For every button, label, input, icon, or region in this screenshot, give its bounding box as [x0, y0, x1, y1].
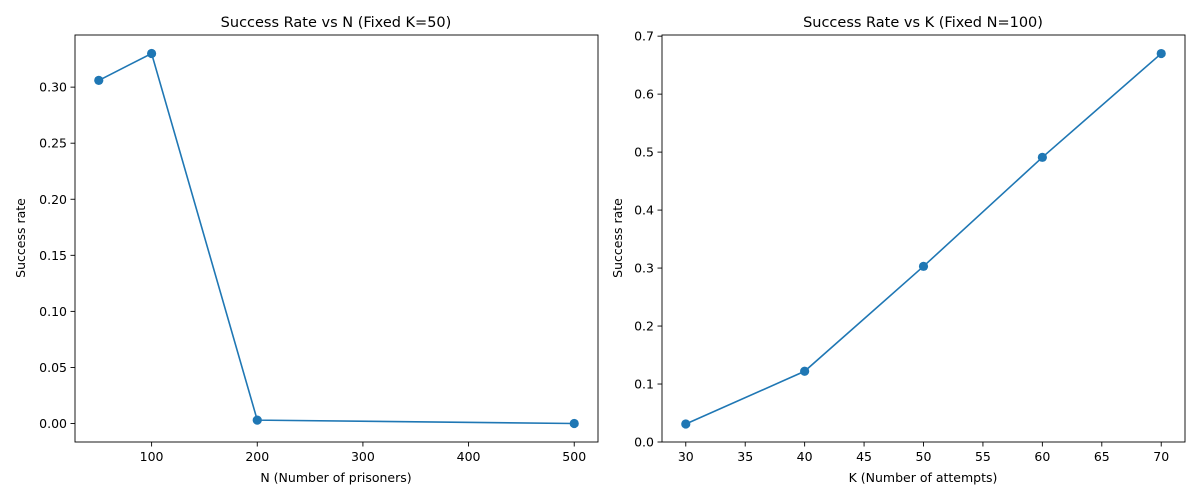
y-tick-label: 0.25 — [39, 136, 67, 151]
data-point — [569, 418, 579, 429]
x-tick-label: 45 — [856, 449, 872, 464]
x-axis-label: N (Number of prisoners) — [260, 470, 411, 485]
tick-group: 100 200 300 400 500 0.00 0.05 0.10 0.15 0.20 0.25 0… — [39, 80, 586, 464]
series-line — [98, 52, 575, 425]
x-tick-label: 200 — [245, 449, 269, 464]
y-tick-label: 0.20 — [39, 192, 67, 207]
chart-title: Success Rate vs N (Fixed K=50) — [221, 15, 452, 31]
x-tick-label: 70 — [1153, 449, 1169, 464]
chart-panel-k: Success Rate vs K (Fixed N=100) 30 35 40 45… — [610, 15, 1186, 485]
x-tick-label: 60 — [1034, 449, 1050, 464]
x-tick-label: 400 — [457, 449, 481, 464]
y-tick-label: 0.5 — [634, 145, 654, 160]
series-line — [685, 52, 1162, 425]
x-tick-label: 100 — [140, 449, 164, 464]
x-tick-label: 500 — [562, 449, 586, 464]
x-tick-label: 30 — [678, 449, 694, 464]
y-tick-label: 0.05 — [39, 360, 67, 375]
y-tick-label: 0.2 — [634, 319, 654, 334]
data-point — [681, 419, 691, 429]
series-points — [94, 48, 579, 429]
data-point — [1037, 152, 1047, 162]
y-tick-label: 0.3 — [634, 261, 654, 276]
x-tick-label: 50 — [916, 449, 932, 464]
y-tick-label: 0.15 — [39, 248, 67, 263]
data-point — [252, 415, 262, 425]
y-tick-label: 0.7 — [634, 29, 654, 44]
y-axis-label: Success rate — [13, 198, 28, 278]
y-tick-label: 0.30 — [39, 80, 67, 95]
x-tick-label: 65 — [1094, 449, 1110, 464]
y-tick-label: 0.00 — [39, 416, 67, 431]
y-axis-label: Success rate — [610, 198, 625, 278]
series-points — [681, 48, 1166, 429]
y-tick-label: 0.1 — [634, 377, 654, 392]
data-point — [918, 261, 929, 271]
data-point — [147, 48, 157, 59]
y-tick-label: 0.6 — [634, 87, 654, 102]
y-tick-label: 0.10 — [39, 304, 67, 319]
y-tick-label: 0.0 — [634, 435, 654, 450]
x-tick-label: 300 — [351, 449, 375, 464]
chart-panel-n: Success Rate vs N (Fixed K=50) 100 200 300… — [13, 15, 599, 485]
plot-frame — [74, 34, 599, 443]
plot-frame — [661, 34, 1186, 443]
x-tick-label: 40 — [797, 449, 813, 464]
data-point — [800, 366, 810, 376]
data-point — [94, 75, 104, 86]
y-tick-label: 0.4 — [634, 203, 654, 218]
chart-title: Success Rate vs K (Fixed N=100) — [803, 15, 1043, 31]
x-tick-label: 55 — [975, 449, 991, 464]
x-axis-label: K (Number of attempts) — [849, 470, 998, 485]
data-point — [1156, 48, 1166, 59]
x-tick-label: 35 — [737, 449, 753, 464]
tick-group: 30 35 40 45 50 55 60 65 70 0.0 0.1 0.2 0.3 0.4 0.5 0.6 0… — [634, 29, 1169, 464]
